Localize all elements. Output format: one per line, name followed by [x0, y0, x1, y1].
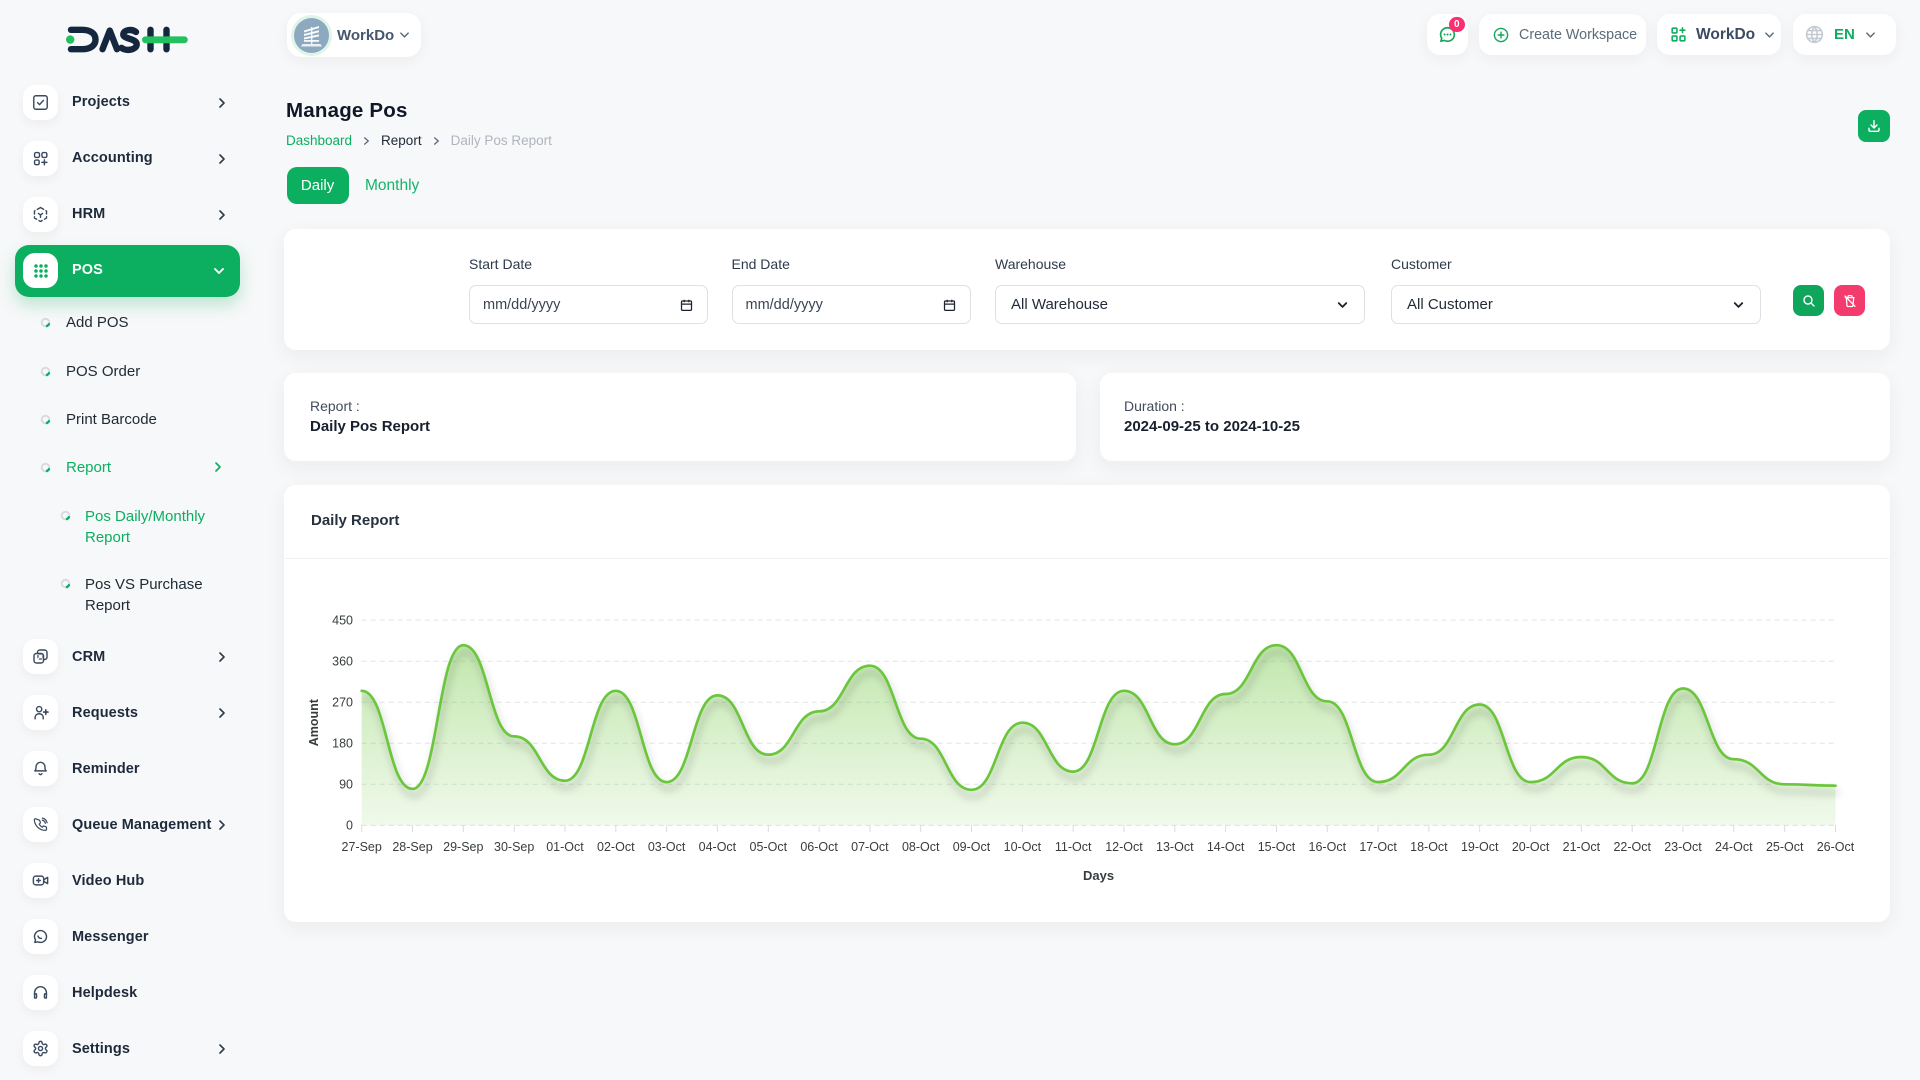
svg-text:11-Oct: 11-Oct [1055, 840, 1092, 854]
svg-text:27-Sep: 27-Sep [342, 840, 382, 854]
svg-text:09-Oct: 09-Oct [953, 840, 991, 854]
svg-text:Days: Days [1083, 868, 1114, 883]
svg-text:28-Sep: 28-Sep [392, 840, 432, 854]
svg-text:360: 360 [332, 655, 353, 669]
svg-text:13-Oct: 13-Oct [1156, 840, 1194, 854]
svg-text:24-Oct: 24-Oct [1715, 840, 1753, 854]
svg-text:01-Oct: 01-Oct [546, 840, 584, 854]
svg-text:06-Oct: 06-Oct [800, 840, 838, 854]
svg-text:17-Oct: 17-Oct [1359, 840, 1397, 854]
svg-text:14-Oct: 14-Oct [1207, 840, 1245, 854]
svg-text:19-Oct: 19-Oct [1461, 840, 1499, 854]
svg-text:30-Sep: 30-Sep [494, 840, 534, 854]
svg-text:270: 270 [332, 696, 353, 710]
svg-text:18-Oct: 18-Oct [1410, 840, 1448, 854]
svg-text:20-Oct: 20-Oct [1512, 840, 1550, 854]
svg-text:450: 450 [332, 613, 353, 627]
svg-text:22-Oct: 22-Oct [1613, 840, 1651, 854]
svg-text:23-Oct: 23-Oct [1664, 840, 1702, 854]
svg-text:05-Oct: 05-Oct [750, 840, 788, 854]
svg-text:12-Oct: 12-Oct [1105, 840, 1143, 854]
svg-text:180: 180 [332, 737, 353, 751]
svg-text:03-Oct: 03-Oct [648, 840, 686, 854]
svg-text:26-Oct: 26-Oct [1817, 840, 1855, 854]
svg-text:15-Oct: 15-Oct [1258, 840, 1296, 854]
svg-text:16-Oct: 16-Oct [1309, 840, 1347, 854]
svg-text:Amount: Amount [307, 698, 321, 746]
svg-text:10-Oct: 10-Oct [1004, 840, 1042, 854]
svg-text:0: 0 [346, 819, 353, 833]
svg-text:21-Oct: 21-Oct [1563, 840, 1601, 854]
svg-text:08-Oct: 08-Oct [902, 840, 940, 854]
svg-text:07-Oct: 07-Oct [851, 840, 889, 854]
svg-text:04-Oct: 04-Oct [699, 840, 737, 854]
svg-text:90: 90 [339, 778, 353, 792]
svg-text:29-Sep: 29-Sep [443, 840, 483, 854]
svg-text:02-Oct: 02-Oct [597, 840, 635, 854]
svg-text:25-Oct: 25-Oct [1766, 840, 1804, 854]
